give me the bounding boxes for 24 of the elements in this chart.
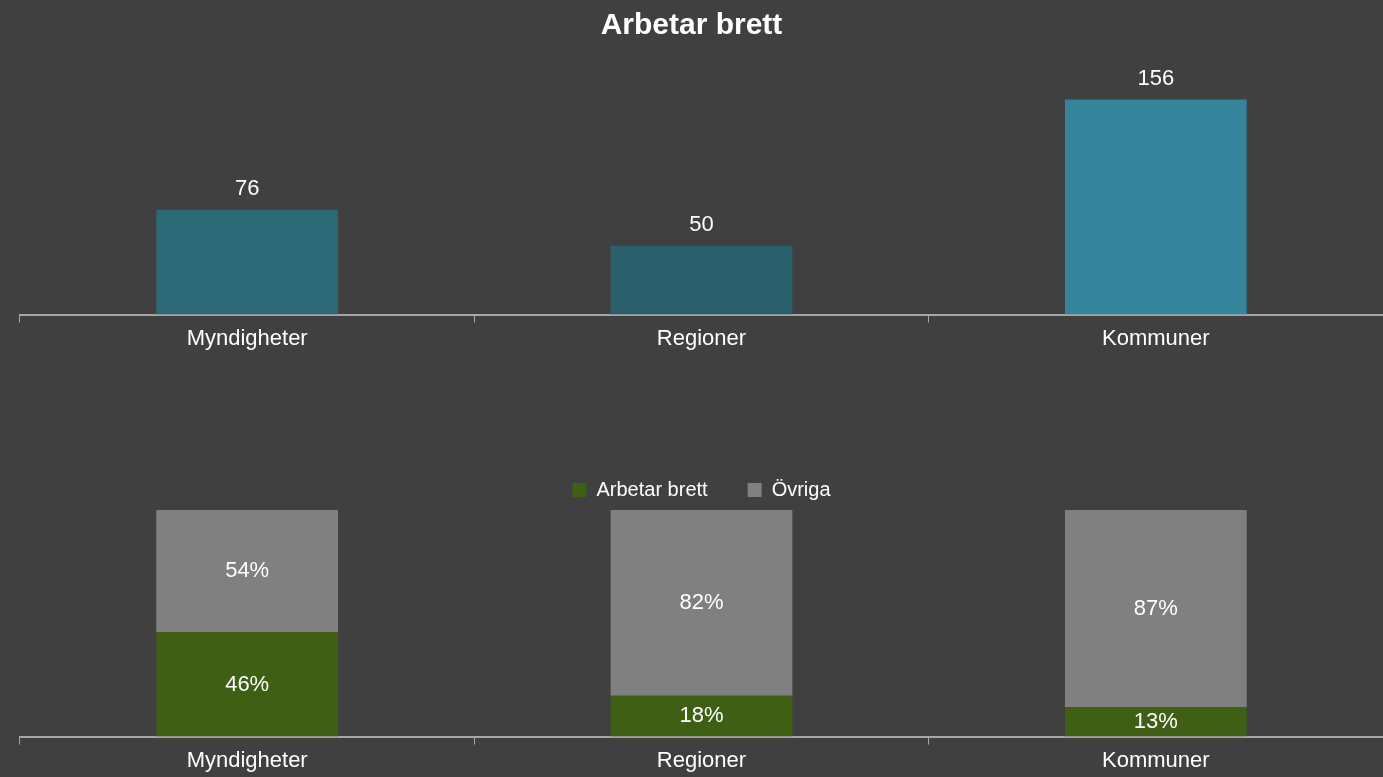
chart-title: Arbetar brett: [599, 6, 784, 42]
data-label: 46%: [225, 670, 270, 696]
x-tick-label: Myndigheter: [186, 324, 308, 350]
x-tick-label: Myndigheter: [186, 746, 308, 772]
bar: [1064, 707, 1247, 737]
data-label: 50: [689, 210, 714, 236]
x-tick-label: Kommuner: [1102, 746, 1210, 772]
x-tick-label: Kommuner: [1102, 324, 1210, 350]
data-label: 87%: [1133, 594, 1178, 620]
legend-label: Arbetar brett: [596, 477, 709, 500]
data-label: 13%: [1133, 707, 1178, 733]
data-label: 54%: [225, 557, 270, 583]
data-label: 76: [234, 174, 260, 200]
x-tick-label: Regioner: [656, 324, 747, 350]
bar: [610, 695, 793, 737]
data-label: 18%: [679, 702, 724, 728]
legend-label: Övriga: [771, 477, 832, 500]
bar: [156, 510, 339, 633]
bar: [1064, 510, 1247, 708]
data-label: 156: [1137, 64, 1175, 90]
x-tick-label: Regioner: [656, 746, 747, 772]
bar: [156, 632, 339, 737]
data-label: 82%: [679, 588, 724, 614]
bar: [610, 510, 793, 696]
